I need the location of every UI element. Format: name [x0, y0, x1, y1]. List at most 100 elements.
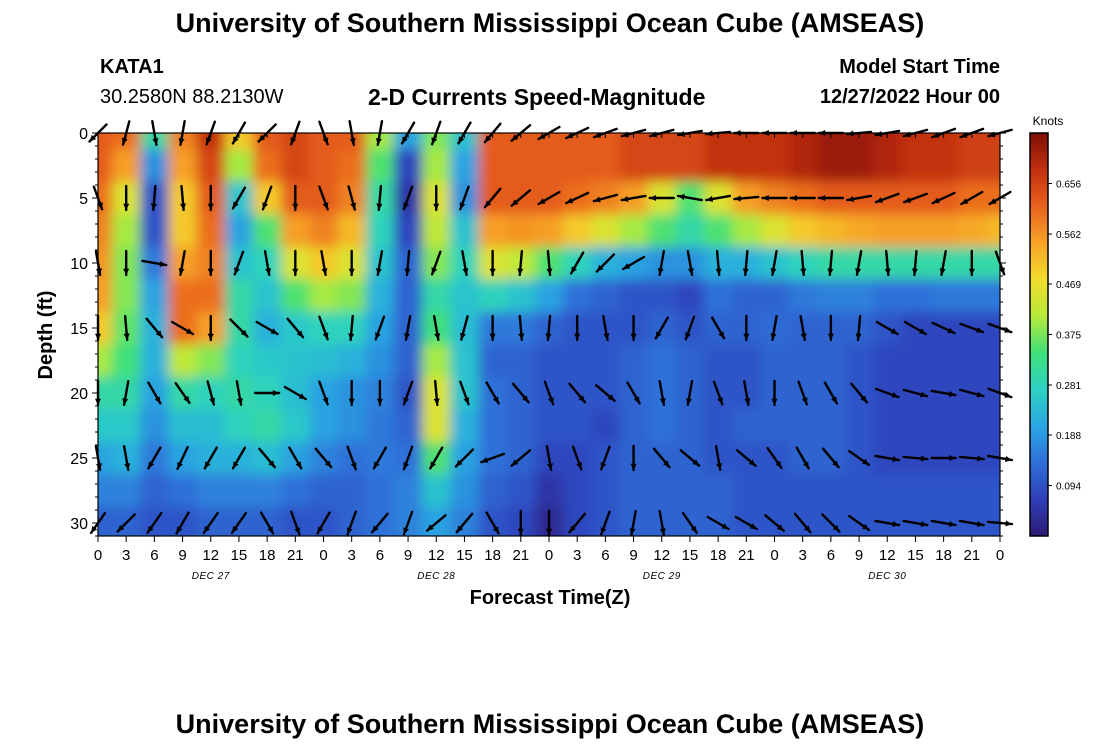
heatmap-cell: [619, 344, 649, 378]
heatmap-cell: [196, 344, 226, 378]
heatmap-cell: [112, 214, 141, 248]
current-vector: [318, 185, 329, 211]
heatmap-cell: [140, 409, 170, 443]
current-vector: [817, 194, 845, 202]
heatmap-cell: [675, 344, 705, 378]
heatmap-cell: [844, 149, 874, 183]
heatmap-cell: [281, 149, 311, 183]
heatmap-cell: [591, 214, 621, 248]
current-vector: [346, 510, 357, 536]
heatmap-cell: [619, 279, 649, 313]
heatmap-cell: [732, 279, 762, 313]
current-vector: [459, 380, 470, 406]
current-vector: [600, 445, 611, 471]
footer-title: University of Southern Mississippi Ocean…: [175, 709, 925, 739]
heatmap-cell: [816, 214, 846, 248]
heatmap-cell: [591, 279, 621, 313]
heatmap-cell: [224, 149, 254, 183]
current-vector: [318, 315, 329, 341]
current-vector: [375, 249, 384, 277]
current-vector: [629, 509, 637, 537]
heatmap-cell: [98, 133, 113, 150]
heatmap-cell: [788, 149, 818, 183]
heatmap-cell: [760, 344, 790, 378]
heatmap-cell: [985, 441, 1000, 475]
heatmap-cell: [647, 344, 677, 378]
heatmap-cell: [732, 409, 762, 443]
current-vector: [454, 448, 475, 468]
current-vector: [206, 380, 216, 406]
current-vector: [930, 389, 957, 397]
heatmap-cell: [985, 279, 1000, 313]
heatmap-cell: [788, 214, 818, 248]
current-vector: [433, 184, 440, 212]
current-vector: [735, 449, 757, 467]
current-vector: [761, 194, 788, 202]
heatmap-cell: [591, 133, 621, 150]
current-vector: [229, 318, 249, 338]
heatmap-cell: [704, 409, 733, 443]
current-vector: [511, 382, 530, 404]
current-vector: [207, 249, 214, 277]
x-tick-label: 6: [827, 547, 835, 564]
heatmap-cell: [534, 474, 564, 508]
current-vector: [485, 511, 500, 535]
current-vector: [959, 388, 985, 398]
heatmap-cell: [309, 279, 339, 313]
heatmap-cell: [563, 133, 592, 150]
heatmap-cell: [985, 133, 1000, 150]
heatmap-cell: [816, 133, 846, 150]
current-vector: [543, 380, 555, 406]
heatmap-cell: [309, 474, 339, 508]
current-vector: [902, 192, 928, 204]
current-vector: [537, 190, 561, 206]
current-vector: [258, 447, 277, 469]
heatmap-cell: [337, 279, 367, 313]
heatmap-cell: [534, 279, 564, 313]
x-tick-label: 0: [770, 547, 778, 564]
heatmap-cell: [168, 279, 198, 313]
heatmap-cell: [450, 409, 480, 443]
current-vector: [283, 385, 307, 401]
heatmap-cell: [224, 133, 254, 150]
heatmap-cell: [901, 214, 931, 248]
current-vector: [485, 381, 500, 405]
heatmap-cell: [929, 279, 959, 313]
heatmap-cell: [422, 409, 451, 443]
heatmap-cell: [98, 214, 113, 248]
x-tick-label: 9: [178, 547, 186, 564]
heatmap-cell: [281, 133, 311, 150]
heatmap-cell: [98, 506, 113, 536]
current-vector: [150, 184, 157, 212]
current-vector: [795, 446, 810, 470]
current-vector: [286, 317, 305, 339]
current-vector: [231, 186, 247, 210]
x-tick-label: 12: [653, 547, 670, 564]
current-vector: [489, 249, 496, 277]
y-tick-label: 20: [70, 386, 88, 403]
current-vector: [797, 380, 808, 406]
heatmap-cell: [309, 344, 339, 378]
current-vector: [827, 314, 834, 342]
heatmap-cell: [985, 409, 1000, 443]
x-tick-label: 15: [682, 547, 699, 564]
heatmap-cell: [309, 409, 339, 443]
current-vector: [930, 454, 957, 462]
current-vector: [404, 314, 412, 342]
current-vector: [630, 444, 637, 472]
heatmap-cell: [224, 474, 254, 508]
heatmap-cell: [844, 474, 874, 508]
heatmap-cell: [816, 279, 846, 313]
heatmap-cell: [253, 279, 282, 313]
current-vector: [712, 380, 724, 406]
heatmap-cell: [365, 344, 395, 378]
current-vector: [676, 194, 703, 202]
heatmap-cell: [591, 149, 621, 183]
current-vector: [429, 446, 444, 470]
heatmap-cell: [98, 409, 113, 443]
current-vector: [263, 249, 272, 277]
heatmap-cell: [760, 409, 790, 443]
heatmap-cell: [985, 311, 1000, 345]
x-tick-label: 21: [287, 547, 304, 564]
heatmap-cell: [506, 279, 536, 313]
